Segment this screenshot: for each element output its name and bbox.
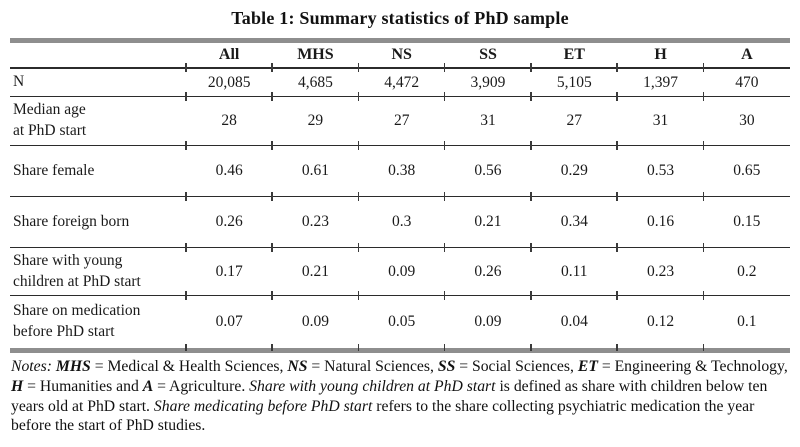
notes-segment: SS bbox=[437, 358, 456, 375]
cell: 0.23 bbox=[616, 247, 704, 300]
table-row: Share foreign born 0.26 0.23 0.3 0.21 0.34 0.1… bbox=[10, 196, 790, 252]
cell: 30 bbox=[702, 96, 790, 150]
cell: 470 bbox=[702, 68, 790, 100]
notes-segment: Notes: bbox=[11, 358, 56, 375]
notes-segment: = Agriculture. bbox=[153, 377, 250, 395]
cell: 0.53 bbox=[616, 145, 704, 201]
cell: 0.05 bbox=[357, 296, 445, 351]
notes-segment: refers to the share collecting psychiatr… bbox=[11, 397, 755, 435]
notes-segment: H bbox=[11, 377, 24, 395]
notes-segment: NS bbox=[287, 358, 308, 375]
notes-segment: Share with young children at PhD start bbox=[249, 377, 496, 395]
table-row: Share on medication before PhD start 0.07… bbox=[10, 296, 790, 351]
cell: 0.16 bbox=[616, 196, 704, 252]
cell: 0.11 bbox=[530, 247, 618, 300]
cell: 0.3 bbox=[357, 196, 445, 252]
cell: 0.61 bbox=[271, 145, 359, 201]
notes-segment: = Social Sciences, bbox=[455, 358, 578, 375]
column-header: All bbox=[184, 40, 273, 69]
cell: 27 bbox=[357, 96, 445, 150]
row-label: Share foreign born bbox=[10, 196, 186, 248]
row-label: N bbox=[10, 68, 186, 97]
notes-segment: Share medicating before PhD start bbox=[153, 397, 373, 415]
column-header: SS bbox=[443, 40, 532, 69]
cell: 0.65 bbox=[702, 145, 790, 201]
row-label: Share female bbox=[10, 145, 186, 197]
row-label: Share on medication before PhD start bbox=[13, 302, 141, 340]
notes-segment: is defined as share with children below … bbox=[11, 377, 768, 415]
cell: 0.09 bbox=[443, 296, 531, 351]
header-corner-cell bbox=[10, 40, 186, 69]
row-label: Median age at PhD start bbox=[10, 96, 186, 146]
cell: 28 bbox=[184, 96, 273, 150]
cell: 0.09 bbox=[271, 296, 358, 351]
column-header: A bbox=[702, 40, 790, 69]
table-header: All MHS NS SS ET H A bbox=[10, 40, 790, 69]
cell: 0.2 bbox=[702, 247, 790, 300]
cell: 4,685 bbox=[271, 68, 359, 100]
cell: 31 bbox=[616, 96, 704, 150]
column-header: NS bbox=[357, 40, 445, 69]
cell: 0.26 bbox=[443, 247, 532, 300]
table-row: N 20,085 4,685 4,472 3,909 5,105 1,397 470 bbox=[10, 68, 790, 100]
table-body: N 20,085 4,685 4,472 3,909 5,105 1,397 470 Media… bbox=[10, 68, 790, 351]
cell: 0.12 bbox=[616, 296, 703, 351]
notes-segment: = Humanities and bbox=[23, 377, 143, 395]
table-notes: Notes: MHS = Medical & Health Sciences, … bbox=[11, 357, 789, 436]
cell: 29 bbox=[271, 96, 359, 150]
cell: 0.38 bbox=[357, 145, 445, 201]
cell: 31 bbox=[443, 96, 532, 150]
header-row: All MHS NS SS ET H A bbox=[10, 40, 790, 69]
cell: 0.29 bbox=[530, 145, 618, 201]
cell: 0.21 bbox=[271, 247, 359, 300]
cell: 0.34 bbox=[530, 196, 618, 252]
cell: 1,397 bbox=[616, 68, 704, 100]
cell: 27 bbox=[530, 96, 618, 150]
table-title: Table 1: Summary statistics of PhD sampl… bbox=[231, 8, 569, 28]
cell: 0.09 bbox=[357, 247, 445, 300]
column-header: H bbox=[616, 40, 704, 69]
document-page: Table 1: Summary statistics of PhD sampl… bbox=[0, 8, 800, 447]
cell: 0.46 bbox=[184, 145, 273, 201]
notes-segment: MHS bbox=[55, 358, 91, 375]
cell: 0.56 bbox=[443, 145, 532, 201]
table-row: Share with young children at PhD start 0.… bbox=[10, 247, 790, 300]
cell: 3,909 bbox=[443, 68, 532, 100]
cell: 0.26 bbox=[184, 196, 273, 252]
cell: 0.1 bbox=[702, 296, 790, 351]
cell: 0.04 bbox=[530, 296, 617, 351]
table-row: Share female 0.46 0.61 0.38 0.56 0.29 0.53 0.65 bbox=[10, 145, 790, 201]
column-header: ET bbox=[530, 40, 618, 69]
notes-segment: A bbox=[142, 377, 154, 395]
summary-table: All MHS NS SS ET H A N 20,085 4,685 4,472 3,909 5,1… bbox=[10, 38, 790, 353]
cell: 4,472 bbox=[357, 68, 445, 100]
notes-segment: = Natural Sciences, bbox=[307, 358, 438, 375]
table-row: Median age at PhD start 28 29 27 31 27 31 30 bbox=[10, 96, 790, 150]
notes-segment: ET bbox=[577, 358, 598, 375]
notes-segment: = Engineering & Technology, bbox=[597, 358, 788, 375]
cell: 0.15 bbox=[702, 196, 790, 252]
cell: 0.23 bbox=[271, 196, 359, 252]
cell: 20,085 bbox=[184, 68, 273, 100]
cell: 0.17 bbox=[184, 247, 273, 300]
cell: 0.21 bbox=[443, 196, 532, 252]
column-header: MHS bbox=[271, 40, 359, 69]
row-label: Share with young children at PhD start bbox=[10, 247, 186, 296]
notes-segment: = Medical & Health Sciences, bbox=[90, 358, 288, 375]
cell: 0.07 bbox=[184, 296, 272, 351]
cell: 5,105 bbox=[530, 68, 618, 100]
